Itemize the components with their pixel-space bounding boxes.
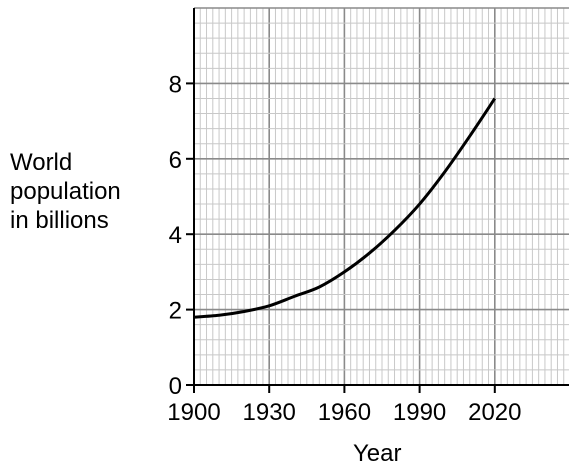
y-axis-label-line-2: population bbox=[10, 178, 121, 205]
x-tick-label: 1900 bbox=[167, 399, 220, 426]
grid bbox=[193, 7, 569, 386]
y-axis-label: World population in billions bbox=[10, 148, 121, 235]
x-axis-label: Year bbox=[353, 440, 402, 467]
y-tick-label: 2 bbox=[169, 298, 182, 325]
x-tick-label: 1960 bbox=[318, 399, 371, 426]
y-tick-label: 4 bbox=[169, 222, 182, 249]
x-tick-label: 1990 bbox=[393, 399, 446, 426]
y-tick-label: 8 bbox=[169, 71, 182, 98]
y-axis-label-line-3: in billions bbox=[10, 207, 109, 234]
population-curve bbox=[193, 97, 497, 319]
y-axis-label-line-1: World bbox=[10, 149, 73, 176]
y-tick-label: 0 bbox=[169, 373, 182, 400]
x-tick-label: 1930 bbox=[243, 399, 296, 426]
x-tick-label: 2020 bbox=[468, 399, 521, 426]
y-tick-label: 6 bbox=[169, 147, 182, 174]
